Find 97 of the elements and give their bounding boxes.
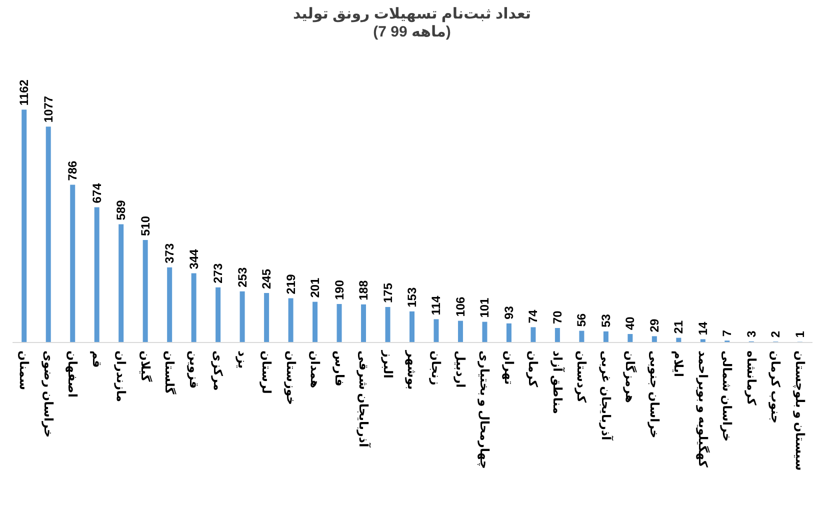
bar <box>554 328 560 342</box>
x-tick-label: اردبیل <box>453 350 468 388</box>
bar <box>46 126 51 342</box>
x-tick-label: زنجان <box>429 350 444 386</box>
data-label: 253 <box>235 267 250 288</box>
data-label: 114 <box>429 296 444 316</box>
bar <box>434 319 439 342</box>
data-label: 219 <box>284 274 298 294</box>
bar <box>579 330 584 342</box>
x-tick-label: خراسان جنوبی <box>647 350 662 438</box>
x-tick-label: چهارمحال و بختیاری <box>478 350 492 469</box>
bar <box>216 287 221 342</box>
data-label: 101 <box>478 297 492 318</box>
data-label: 373 <box>162 243 177 264</box>
x-tick-label: گلستان <box>162 350 177 394</box>
data-label: 589 <box>114 200 128 220</box>
x-tick-label: ایلام <box>672 350 686 378</box>
x-tick-label: تهران <box>502 350 516 385</box>
data-label: 188 <box>356 280 371 300</box>
x-tick-label: مرکزی <box>211 350 226 391</box>
x-tick-label: بوشهر <box>405 350 419 390</box>
bar <box>288 298 294 342</box>
data-label: 7 <box>720 330 734 337</box>
x-tick-label: قزوین <box>186 350 201 389</box>
x-tick-label: کرمانشاه <box>744 350 758 406</box>
x-tick-label: جنوب کرمان <box>768 350 783 424</box>
x-tick-label: کردستان <box>574 350 589 403</box>
bar <box>94 207 100 342</box>
x-tick-label: کرمان <box>526 350 540 388</box>
data-label: 175 <box>380 282 395 303</box>
data-label: 153 <box>405 287 419 308</box>
x-tick-label: آذربایجان شرقی <box>356 350 372 448</box>
data-label: 74 <box>526 310 540 324</box>
data-label: 2 <box>768 330 783 338</box>
chart-subtitle: (7 ماهه 99) <box>373 24 451 41</box>
x-tick-label: کهگیلویه و بویراحمد <box>696 350 710 468</box>
data-label: 245 <box>260 268 274 289</box>
data-label: 56 <box>574 313 589 327</box>
x-tick-label: البرز <box>380 350 395 378</box>
bar <box>312 302 318 342</box>
data-label: 1 <box>792 330 807 338</box>
x-tick-label: سمنان <box>17 350 32 390</box>
x-tick-label: قم <box>90 350 104 368</box>
bar <box>70 184 76 342</box>
data-label: 1077 <box>41 96 56 123</box>
data-label: 510 <box>138 216 152 236</box>
x-tick-label: خراسان رضوی <box>41 350 56 438</box>
bar <box>506 323 512 342</box>
bar <box>142 240 148 342</box>
bar <box>118 224 124 342</box>
bar <box>458 320 463 342</box>
x-tick-label: اصفهان <box>66 350 80 398</box>
x-tick-label: فارس <box>332 350 346 386</box>
data-label: 70 <box>550 310 564 324</box>
chart-title: تعداد ثبت‌نام تسهیلات رونق تولید <box>292 6 532 23</box>
bar <box>361 304 366 342</box>
bar <box>676 338 682 342</box>
data-label: 21 <box>672 320 686 334</box>
x-tick-label: لرستان <box>260 350 274 394</box>
x-tick-label: سیستان و بلوچستان <box>792 350 807 471</box>
data-label: 93 <box>502 306 516 320</box>
x-tick-label: گیلان <box>138 350 152 382</box>
data-label: 786 <box>66 160 80 181</box>
bar <box>700 339 706 342</box>
data-label: 40 <box>623 316 638 330</box>
x-tick-label: هرمزگان <box>623 350 638 403</box>
data-label: 3 <box>744 330 758 338</box>
bar <box>385 307 390 342</box>
data-label: 53 <box>598 314 613 328</box>
data-label: 344 <box>186 248 201 270</box>
data-label: 29 <box>647 318 662 332</box>
bar <box>482 322 488 342</box>
x-tick-label: مناطق آزاد <box>550 350 566 414</box>
x-tick-label: همدان <box>308 350 322 388</box>
bar <box>530 327 536 342</box>
data-label: 674 <box>90 182 104 204</box>
bar <box>603 331 608 342</box>
data-label: 190 <box>332 280 346 300</box>
data-label: 201 <box>308 277 322 298</box>
bar <box>22 110 27 342</box>
bar <box>264 293 270 342</box>
bar <box>410 311 414 342</box>
bar <box>191 273 196 342</box>
data-label: 106 <box>453 296 468 317</box>
bar <box>240 291 245 342</box>
bar <box>652 336 657 342</box>
x-tick-label: مازندران <box>114 350 128 402</box>
bar <box>167 267 172 342</box>
data-label: 273 <box>211 263 226 284</box>
data-label: 1162 <box>17 79 32 106</box>
x-tick-label: خوزستان <box>284 350 298 406</box>
x-tick-label: آذربایجان غربی <box>598 350 614 442</box>
data-label: 14 <box>696 322 710 336</box>
bar <box>628 334 633 342</box>
bar <box>336 304 342 342</box>
x-tick-label: خراسان شمالی <box>720 350 734 442</box>
x-tick-label: یزد <box>235 350 250 369</box>
